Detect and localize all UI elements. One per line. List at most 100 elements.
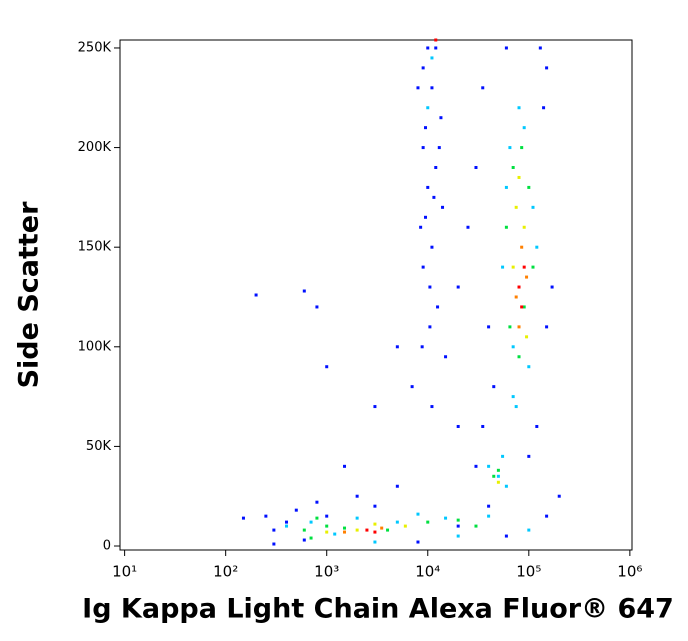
event-dot: [520, 146, 524, 150]
event-dot: [315, 516, 319, 520]
event-dot: [522, 126, 526, 130]
y-tick-label: 250K: [78, 40, 112, 55]
event-dot: [373, 540, 377, 544]
event-dot: [302, 289, 306, 293]
event-dot: [421, 66, 425, 70]
event-dot: [439, 116, 443, 120]
event-dot: [545, 514, 549, 518]
event-dot: [315, 305, 319, 309]
x-tick-label: 10⁵: [516, 563, 541, 581]
event-dot: [428, 285, 432, 289]
event-dot: [481, 86, 485, 90]
event-dot: [386, 528, 390, 532]
event-dot: [545, 66, 549, 70]
event-dot: [504, 46, 508, 50]
event-dot: [395, 345, 399, 349]
event-dot: [420, 345, 424, 349]
event-dot: [487, 464, 491, 468]
event-dot: [522, 265, 526, 269]
event-dot: [264, 514, 268, 518]
event-dot: [520, 245, 524, 249]
event-dot: [294, 508, 298, 512]
event-dot: [504, 185, 508, 189]
event-dot: [373, 530, 377, 534]
event-dot: [325, 530, 329, 534]
event-dot: [514, 205, 518, 209]
y-tick-label: 0: [103, 539, 111, 554]
event-dot: [355, 494, 359, 498]
event-dot: [504, 484, 508, 488]
event-dot: [285, 520, 289, 524]
event-dot: [487, 514, 491, 518]
event-dot: [527, 365, 531, 369]
event-dot: [403, 524, 407, 528]
event-dot: [241, 516, 245, 520]
event-dot: [522, 225, 526, 229]
event-dot: [496, 474, 500, 478]
event-dot: [481, 424, 485, 428]
event-dot: [527, 528, 531, 532]
event-dot: [309, 520, 313, 524]
event-dot: [496, 468, 500, 472]
event-dot: [456, 424, 460, 428]
event-dot: [517, 325, 521, 329]
event-dot: [517, 106, 521, 110]
event-dot: [430, 245, 434, 249]
event-dot: [430, 86, 434, 90]
event-dot: [501, 454, 505, 458]
event-dot: [416, 512, 420, 516]
event-dot: [517, 355, 521, 359]
event-dot: [426, 46, 430, 50]
event-dot: [309, 536, 313, 540]
event-dot: [531, 205, 535, 209]
event-dot: [514, 295, 518, 299]
event-dot: [426, 185, 430, 189]
y-tick-label: 50K: [86, 439, 112, 454]
event-dot: [487, 504, 491, 508]
event-dot: [538, 46, 542, 50]
event-dot: [315, 500, 319, 504]
event-dot: [437, 146, 441, 150]
event-dot: [426, 520, 430, 524]
event-dot: [325, 514, 329, 518]
event-dot: [424, 215, 428, 219]
plot-frame: [119, 39, 633, 551]
event-dot: [527, 454, 531, 458]
event-dot: [508, 146, 512, 150]
event-dot: [355, 528, 359, 532]
event-dot: [535, 245, 539, 249]
y-tick-label: 100K: [78, 339, 112, 354]
event-dot: [395, 520, 399, 524]
event-dot: [487, 325, 491, 329]
x-axis-title: Ig Kappa Light Chain Alexa Fluor® 647: [82, 594, 674, 625]
event-dot: [501, 265, 505, 269]
event-dot: [430, 56, 434, 60]
event-dot: [416, 86, 420, 90]
event-dot: [272, 542, 276, 546]
y-tick-label: 200K: [78, 140, 112, 155]
event-dot: [511, 265, 515, 269]
event-dot: [254, 293, 258, 297]
x-tick-label: 10¹: [112, 563, 137, 581]
event-dot: [434, 46, 438, 50]
x-tick-label: 10⁴: [415, 563, 440, 581]
event-dot: [474, 464, 478, 468]
event-dot: [395, 484, 399, 488]
event-dot: [525, 275, 529, 279]
event-dot: [419, 225, 423, 229]
event-dot: [380, 526, 384, 530]
event-dot: [426, 106, 430, 110]
event-dot: [333, 532, 337, 536]
event-dot: [517, 175, 521, 179]
event-dot: [522, 305, 526, 309]
event-dot: [430, 405, 434, 409]
event-dot: [285, 524, 289, 528]
y-tick-label: 150K: [78, 240, 112, 255]
event-dot: [365, 528, 369, 532]
x-tick-label: 10³: [314, 563, 339, 581]
event-dot: [545, 325, 549, 329]
event-dot: [466, 225, 470, 229]
event-dot: [517, 285, 521, 289]
